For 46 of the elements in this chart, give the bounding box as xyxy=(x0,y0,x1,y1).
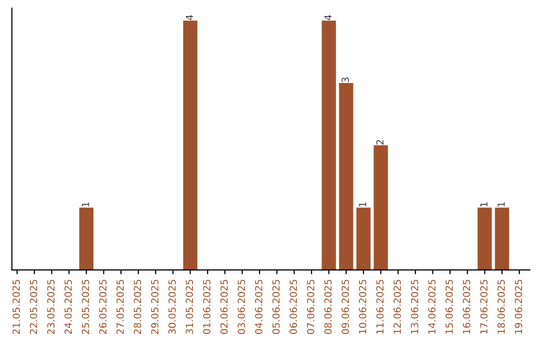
data-label: 1 xyxy=(359,202,366,207)
x-tick-label: 23.05.2025 xyxy=(47,280,55,334)
x-tick-label: 13.06.2025 xyxy=(410,280,418,334)
x-tick-label: 31.05.2025 xyxy=(186,280,194,334)
x-tick-label: 06.06.2025 xyxy=(290,280,298,334)
x-tick-label: 17.06.2025 xyxy=(480,280,488,334)
x-tick-label: 29.05.2025 xyxy=(151,280,158,334)
x-tick-label: 27.05.2025 xyxy=(116,280,124,334)
x-tick-label: 14.06.2025 xyxy=(428,280,436,334)
x-tick-label: 01.06.2025 xyxy=(203,280,210,334)
x-tick-label: 05.06.2025 xyxy=(272,280,280,334)
bar xyxy=(339,82,354,270)
x-tick-label: 11.06.2025 xyxy=(376,280,384,334)
x-tick-label: 03.06.2025 xyxy=(238,280,246,334)
x-tick-label: 09.06.2025 xyxy=(342,280,349,334)
x-tick-label: 12.06.2025 xyxy=(394,280,401,334)
bar xyxy=(478,208,492,270)
data-label: 3 xyxy=(342,78,349,82)
x-tick-label: 24.05.2025 xyxy=(64,280,72,334)
x-tick-label: 15.06.2025 xyxy=(446,280,453,334)
x-tick-label: 18.06.2025 xyxy=(497,280,505,334)
x-tick-label: 07.06.2025 xyxy=(306,280,314,334)
x-tick-label: 21.05.2025 xyxy=(12,280,20,334)
data-label: 4 xyxy=(186,14,193,20)
x-tick-label: 16.06.2025 xyxy=(462,280,470,334)
bar xyxy=(494,208,510,270)
bar xyxy=(374,145,388,270)
x-tick-label: 02.06.2025 xyxy=(220,280,228,334)
x-tick-label: 19.06.2025 xyxy=(514,280,522,334)
data-label: 2 xyxy=(376,140,384,145)
x-tick-label: 30.05.2025 xyxy=(168,280,176,334)
x-tick-label: 08.06.2025 xyxy=(324,280,332,334)
x-tick-label: 26.05.2025 xyxy=(99,280,106,334)
x-tick-label: 22.05.2025 xyxy=(30,280,38,334)
bar xyxy=(183,20,198,270)
bar xyxy=(79,208,94,270)
x-tick-label: 10.06.2025 xyxy=(358,280,366,334)
x-tick-label: 25.05.2025 xyxy=(82,280,90,334)
x-tick-label: 28.05.2025 xyxy=(134,280,142,334)
data-label: 1 xyxy=(82,202,90,207)
x-tick-label: 04.06.2025 xyxy=(255,280,262,334)
bar xyxy=(356,208,371,270)
data-label: 4 xyxy=(324,14,332,20)
data-label: 1 xyxy=(480,202,488,207)
bar xyxy=(322,20,336,270)
data-label: 1 xyxy=(498,202,505,207)
